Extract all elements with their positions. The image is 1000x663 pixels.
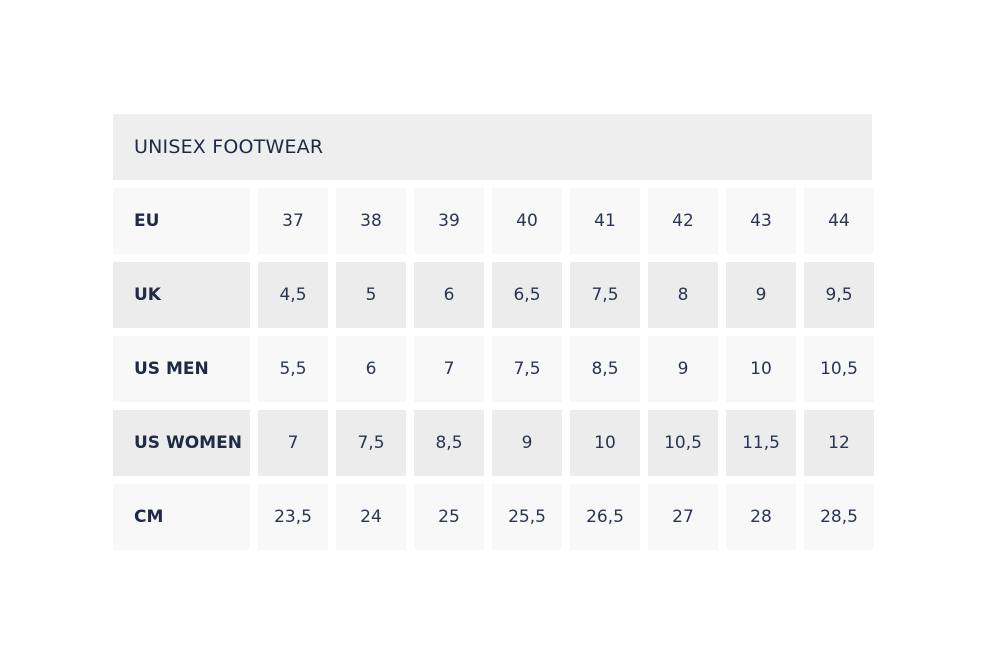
row-label: EU [113,188,250,254]
table-cell: 7,5 [570,262,640,328]
table-cell: 27 [648,484,718,550]
table-cell: 28 [726,484,796,550]
table-cell: 37 [258,188,328,254]
table-cell: 12 [804,410,874,476]
table-cell: 7 [258,410,328,476]
table-cell: 9 [492,410,562,476]
table-cell: 43 [726,188,796,254]
table-cell: 9,5 [804,262,874,328]
table-cell: 11,5 [726,410,796,476]
table-cell: 10 [570,410,640,476]
table-cell: 28,5 [804,484,874,550]
table-cell: 44 [804,188,874,254]
chart-title: UNISEX FOOTWEAR [134,136,324,158]
table-cell: 39 [414,188,484,254]
table-cell: 6,5 [492,262,562,328]
row-label: US MEN [113,336,250,402]
table-cell: 10,5 [648,410,718,476]
table-cell: 10 [726,336,796,402]
table-cell: 25 [414,484,484,550]
table-cell: 4,5 [258,262,328,328]
table-cell: 7,5 [336,410,406,476]
table-cell: 8,5 [570,336,640,402]
table-cell: 5 [336,262,406,328]
table-cell: 7,5 [492,336,562,402]
table-cell: 26,5 [570,484,640,550]
table-cell: 5,5 [258,336,328,402]
table-cell: 7 [414,336,484,402]
table-cell: 9 [648,336,718,402]
table-cell: 9 [726,262,796,328]
table-cell: 38 [336,188,406,254]
table-cell: 8 [648,262,718,328]
chart-header: UNISEX FOOTWEAR [113,114,872,180]
table-cell: 23,5 [258,484,328,550]
table-cell: 8,5 [414,410,484,476]
table-cell: 6 [336,336,406,402]
size-table: EU 37 38 39 40 41 42 43 44 UK 4,5 5 6 6,… [113,188,874,550]
table-cell: 6 [414,262,484,328]
size-chart: UNISEX FOOTWEAR EU 37 38 39 40 41 42 43 … [113,114,874,550]
table-cell: 10,5 [804,336,874,402]
table-cell: 41 [570,188,640,254]
table-cell: 24 [336,484,406,550]
row-label: US WOMEN [113,410,250,476]
table-cell: 25,5 [492,484,562,550]
row-label: CM [113,484,250,550]
table-cell: 40 [492,188,562,254]
table-cell: 42 [648,188,718,254]
row-label: UK [113,262,250,328]
